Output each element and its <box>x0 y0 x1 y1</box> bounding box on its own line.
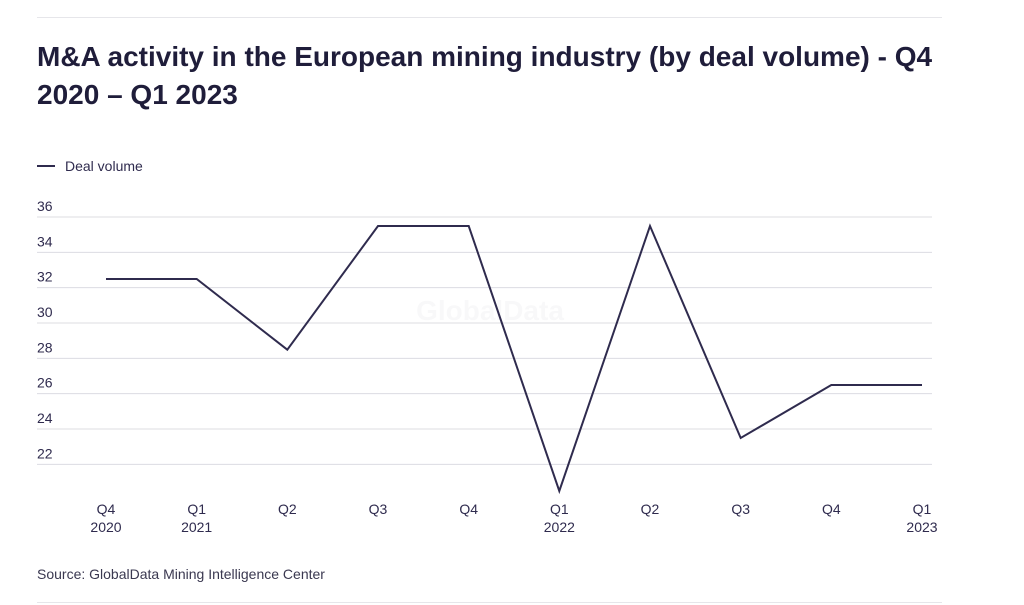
y-tick-label: 28 <box>37 339 53 355</box>
legend-label: Deal volume <box>65 158 143 174</box>
y-tick-label: 32 <box>37 269 53 285</box>
x-tick-label: Q4 <box>459 501 478 517</box>
gridlines <box>37 216 932 465</box>
x-tick-label: Q3 <box>369 501 388 517</box>
y-tick-label: 30 <box>37 304 53 320</box>
x-tick-label: Q3 <box>731 501 750 517</box>
y-tick-label: 34 <box>37 233 53 249</box>
x-tick-label: 2021 <box>181 519 212 535</box>
x-tick-label: Q2 <box>641 501 660 517</box>
x-axis-ticks: Q4 2020 Q1 2021 Q2 Q3 Q4 Q1 2022 Q2 Q3 Q4 Q1 2023 <box>90 501 937 535</box>
y-axis-ticks: 22 24 26 28 30 32 34 36 <box>37 198 53 461</box>
series-line-deal-volume <box>106 223 922 495</box>
series-group <box>105 223 923 495</box>
legend-swatch <box>37 165 55 167</box>
source-note: Source: GlobalData Mining Intelligence C… <box>37 566 325 582</box>
x-tick-label: Q4 <box>822 501 841 517</box>
x-tick-label: Q4 <box>97 501 116 517</box>
y-tick-label: 24 <box>37 410 53 426</box>
y-tick-label: 26 <box>37 375 53 391</box>
x-tick-label: 2023 <box>906 519 937 535</box>
x-tick-label: Q1 <box>913 501 932 517</box>
legend: Deal volume <box>37 157 143 175</box>
y-tick-label: 36 <box>37 198 53 214</box>
watermark: GlobalData <box>416 295 564 326</box>
x-tick-label: 2022 <box>544 519 575 535</box>
x-tick-label: 2020 <box>90 519 121 535</box>
x-tick-label: Q1 <box>550 501 569 517</box>
bottom-divider <box>37 602 942 603</box>
x-tick-label: Q1 <box>187 501 206 517</box>
y-tick-label: 22 <box>37 445 53 461</box>
chart-title: M&A activity in the European mining indu… <box>37 41 933 110</box>
top-divider <box>37 17 942 18</box>
x-tick-label: Q2 <box>278 501 297 517</box>
